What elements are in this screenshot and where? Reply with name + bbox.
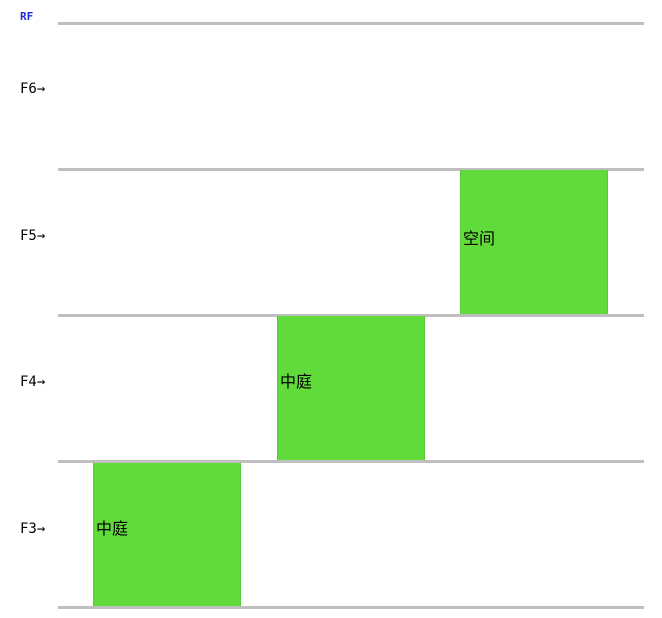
- floor-label-f3: F3→: [20, 521, 46, 537]
- floor-label-f5: F5→: [20, 228, 46, 244]
- block-f4-atrium: 中庭: [277, 316, 425, 460]
- floor-line-f6-f5: [58, 168, 644, 171]
- block-f5-space: 空间: [460, 170, 608, 314]
- block-f3-atrium: 中庭: [93, 463, 241, 607]
- floor-label-f4: F4→: [20, 374, 46, 390]
- floor-line-base: [58, 606, 644, 609]
- floor-label-f6: F6→: [20, 81, 46, 97]
- roof-line: [58, 22, 644, 25]
- roof-label: RF: [20, 10, 34, 23]
- floor-line-f4-f3: [58, 460, 644, 463]
- block-f4-label: 中庭: [280, 372, 313, 391]
- block-f5-label: 空间: [463, 229, 496, 248]
- floor-line-f5-f4: [58, 314, 644, 317]
- block-f3-label: 中庭: [96, 519, 129, 538]
